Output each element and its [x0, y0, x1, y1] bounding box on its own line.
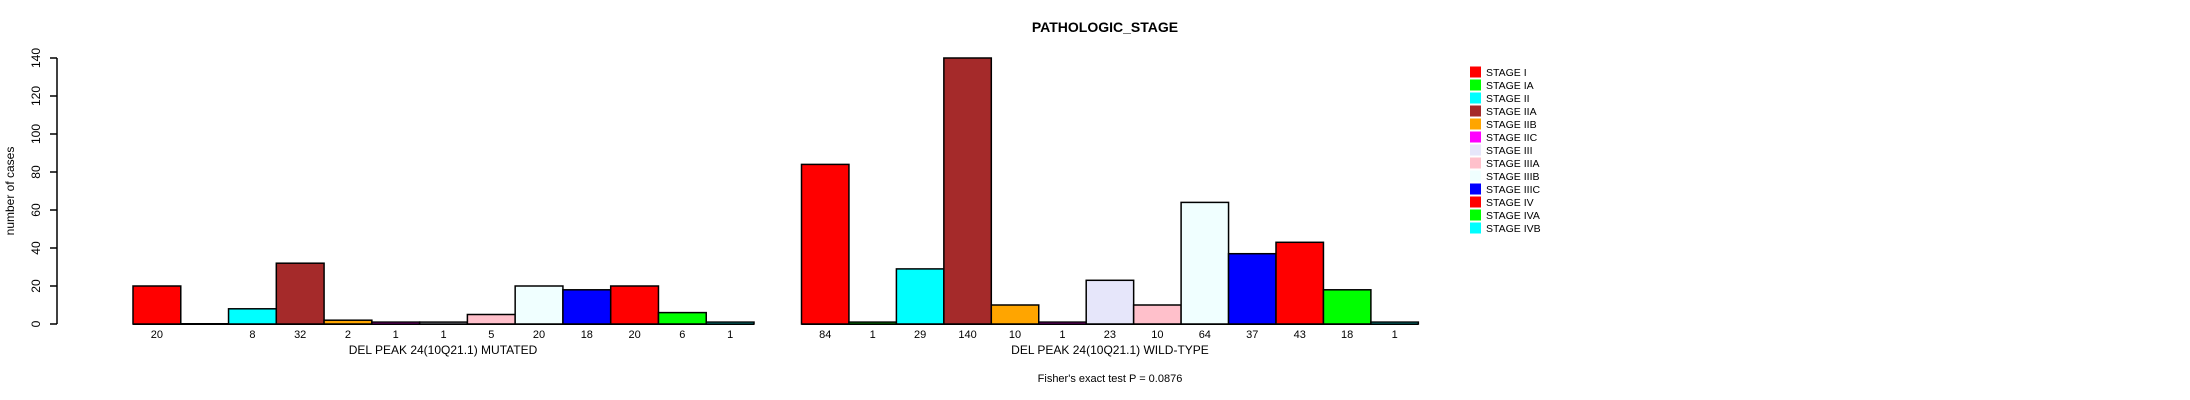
bar-wild-type-stage-iic [1038, 321, 1087, 325]
legend-label-stage-iia: STAGE IIA [1486, 106, 1537, 118]
bar-wild-type-stage-ivb [1370, 321, 1420, 325]
bar-wild-type-stage-iv [1275, 241, 1325, 325]
bar-mutated-stage-iiic [562, 289, 612, 325]
legend-label-stage-ii: STAGE II [1486, 93, 1530, 105]
y-tick-label: 80 [29, 165, 43, 179]
bar-mutated-stage-iib [323, 319, 373, 325]
bar-count-label: 6 [679, 329, 685, 341]
y-tick-label: 100 [29, 124, 43, 144]
bar-count-label: 29 [914, 329, 926, 341]
legend-swatch-stage-iva [1470, 209, 1481, 221]
bar-count-label: 1 [393, 329, 399, 341]
legend-label-stage-ia: STAGE IA [1486, 80, 1534, 92]
bar-wild-type-stage-iia [943, 57, 993, 325]
fisher-test-annotation: Fisher's exact test P = 0.0876 [1038, 373, 1183, 385]
bar-count-label: 1 [1059, 329, 1065, 341]
bar-count-label: 20 [533, 329, 545, 341]
bar-count-label: 1 [440, 329, 446, 341]
bar-count-label: 84 [819, 329, 831, 341]
legend-swatch-stage-iii [1470, 144, 1481, 156]
bar-count-label: 23 [1104, 329, 1116, 341]
legend-label-stage-iv: STAGE IV [1486, 197, 1534, 209]
bar-count-label: 10 [1009, 329, 1021, 341]
bar-count-label: 2 [345, 329, 351, 341]
y-tick-label: 120 [29, 86, 43, 106]
bar-mutated-stage-iv [609, 285, 660, 325]
bar-mutated-stage-iii [418, 321, 469, 325]
bar-mutated-stage-ivb [705, 321, 755, 325]
bar-wild-type-stage-iiic [1227, 252, 1277, 325]
bar-wild-type-stage-i [800, 163, 850, 325]
legend-label-stage-iib: STAGE IIB [1486, 119, 1537, 131]
y-axis: 0 20 40 60 80 100 120 140 [29, 48, 58, 327]
bar-group-mutated: 20 8 32 2 1 1 5 20 18 20 6 1 [132, 262, 755, 341]
bar-group-wild-type: 84 1 29 140 10 1 23 10 64 37 43 18 1 [800, 57, 1420, 341]
bar-count-label: 10 [1151, 329, 1163, 341]
bar-mutated-stage-iia [275, 262, 325, 325]
legend-label-stage-ivb: STAGE IVB [1486, 223, 1541, 235]
legend-label-stage-iva: STAGE IVA [1486, 210, 1540, 222]
bar-mutated-stage-i [132, 285, 182, 325]
bar-wild-type-stage-ia [848, 321, 898, 325]
bar-count-label: 37 [1246, 329, 1258, 341]
bar-mutated-stage-iva [657, 311, 707, 325]
y-tick-label: 40 [29, 241, 43, 255]
bar-count-label: 8 [249, 329, 255, 341]
y-tick-label: 0 [29, 320, 43, 327]
legend-swatch-stage-ia [1470, 79, 1481, 91]
bar-mutated-stage-iiib [514, 285, 564, 325]
x-axis-label-mutated: DEL PEAK 24(10Q21.1) MUTATED [349, 343, 538, 357]
legend-label-stage-iii: STAGE III [1486, 145, 1532, 157]
chart-title: PATHOLOGIC_STAGE [1032, 19, 1178, 35]
bar-count-label: 64 [1199, 329, 1211, 341]
legend-swatch-stage-iiia [1470, 157, 1481, 169]
bar-count-label: 1 [1392, 329, 1398, 341]
legend-swatch-stage-ii [1470, 92, 1481, 104]
bar-count-label: 18 [581, 329, 593, 341]
y-tick-label: 20 [29, 279, 43, 293]
bar-wild-type-stage-iiib [1180, 201, 1230, 325]
bar-wild-type-stage-ii [895, 268, 945, 325]
legend-swatch-stage-iv [1470, 196, 1481, 208]
legend-label-stage-iic: STAGE IIC [1486, 132, 1538, 144]
legend-swatch-stage-i [1470, 66, 1481, 78]
legend-swatch-stage-iia [1470, 105, 1481, 117]
bar-count-label: 32 [294, 329, 306, 341]
bar-wild-type-stage-iib [990, 304, 1040, 325]
bar-mutated-stage-ii [227, 308, 278, 325]
y-tick-label: 60 [29, 203, 43, 217]
bar-count-label: 5 [488, 329, 494, 341]
legend-swatch-stage-ivb [1470, 222, 1481, 234]
bar-wild-type-stage-iva [1322, 289, 1372, 325]
legend-swatch-stage-iic [1470, 131, 1481, 143]
bar-count-label: 140 [958, 329, 976, 341]
bar-wild-type-stage-iii [1085, 279, 1135, 325]
legend-swatch-stage-iib [1470, 118, 1481, 130]
x-axis-label-wild-type: DEL PEAK 24(10Q21.1) WILD-TYPE [1011, 343, 1209, 357]
legend-label-stage-iiib: STAGE IIIB [1486, 171, 1539, 183]
legend-swatch-stage-iiic [1470, 183, 1481, 195]
y-tick-label: 140 [29, 48, 43, 68]
bar-count-label: 20 [628, 329, 640, 341]
bar-count-label: 20 [151, 329, 163, 341]
legend-label-stage-iiia: STAGE IIIA [1486, 158, 1539, 170]
bar-count-label: 1 [870, 329, 876, 341]
y-axis-title: number of cases [3, 147, 17, 236]
legend-swatch-stage-iiib [1470, 170, 1481, 182]
bar-count-label: 18 [1341, 329, 1353, 341]
bar-mutated-stage-iic [371, 321, 421, 325]
legend-label-stage-i: STAGE I [1486, 67, 1527, 79]
bar-count-label: 43 [1294, 329, 1306, 341]
bar-wild-type-stage-iiia [1132, 304, 1182, 325]
bar-mutated-stage-iiia [466, 313, 516, 325]
bar-count-label: 1 [727, 329, 733, 341]
legend-label-stage-iiic: STAGE IIIC [1486, 184, 1540, 196]
